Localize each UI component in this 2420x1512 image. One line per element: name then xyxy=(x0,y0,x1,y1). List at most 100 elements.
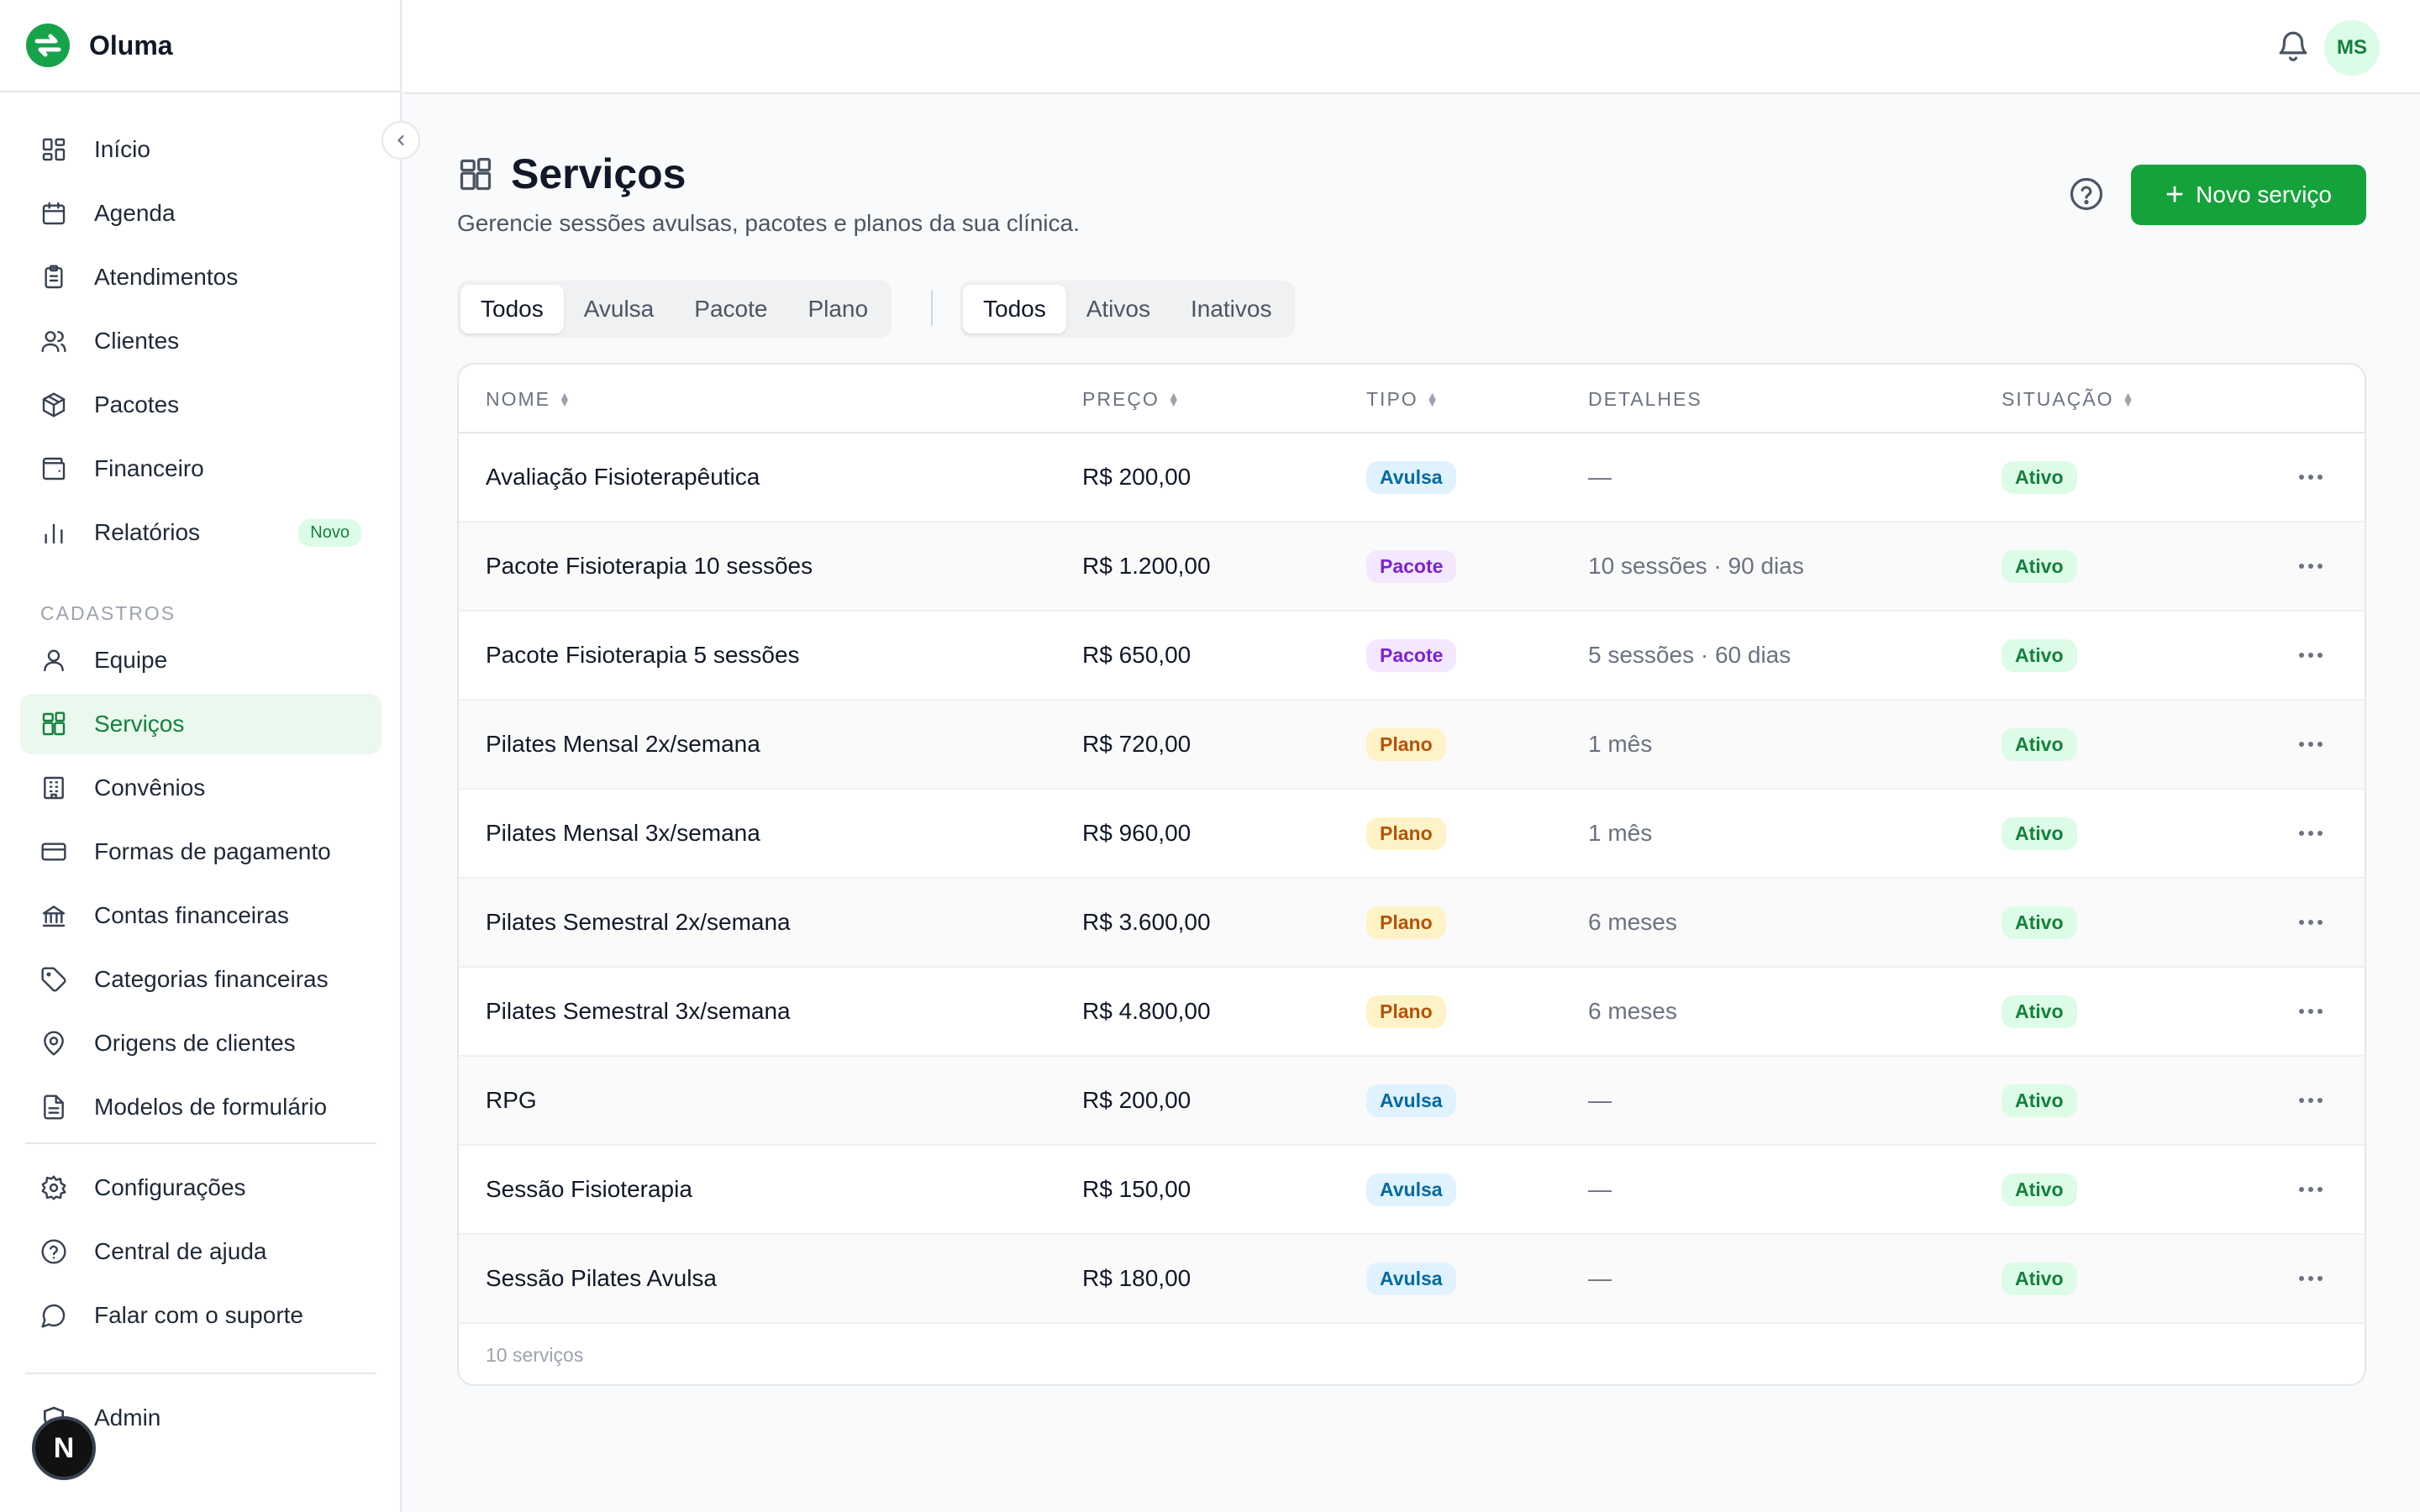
filter-status-todos[interactable]: Todos xyxy=(963,285,1066,333)
filter-status-ativos[interactable]: Ativos xyxy=(1086,296,1150,322)
cell-nome: Sessão Fisioterapia xyxy=(486,1176,692,1202)
cell-situacao: Ativo xyxy=(2002,1057,2077,1144)
sidebar-item-financeiro[interactable]: Financeiro xyxy=(20,438,381,499)
cell-nome: Pilates Mensal 2x/semana xyxy=(486,731,760,757)
services-icon xyxy=(42,711,66,736)
new-service-label: Novo serviço xyxy=(2196,181,2333,207)
bell-icon[interactable] xyxy=(2275,29,2311,64)
oluma-logo-icon xyxy=(26,24,70,67)
row-actions-button[interactable] xyxy=(2299,1235,2323,1322)
table-row[interactable]: RPG R$ 200,00 Avulsa — Ativo xyxy=(459,1057,2365,1146)
sidebar-item-categorias-financeiras[interactable]: Categorias financeiras xyxy=(20,949,381,1010)
sort-icon: ▲ ▼ xyxy=(1426,389,1439,409)
cell-preco: R$ 3.600,00 xyxy=(1082,909,1211,935)
column-label: DETALHES xyxy=(1588,387,1702,410)
table-row[interactable]: Sessão Fisioterapia R$ 150,00 Avulsa — Ativo xyxy=(459,1146,2365,1235)
avatar[interactable]: MS xyxy=(2324,20,2380,76)
column-label: SITUAÇÃO xyxy=(2002,387,2114,410)
main-nav: Início Agenda Atendimentos Clientes Pacotes F… xyxy=(20,119,381,566)
sidebar-item-configuracoes[interactable]: Configurações xyxy=(20,1158,381,1218)
row-actions-button[interactable] xyxy=(2299,701,2323,788)
user-icon xyxy=(44,649,64,672)
row-actions-button[interactable] xyxy=(2299,612,2323,699)
sidebar-item-inicio[interactable]: Início xyxy=(20,119,381,180)
topbar: MS xyxy=(403,0,2420,94)
users-icon xyxy=(41,331,66,353)
column-header-situacao[interactable]: SITUAÇÃO ▲ ▼ xyxy=(2002,365,2133,433)
sidebar-item-formas-de-pagamento[interactable]: Formas de pagamento xyxy=(20,822,381,882)
status-badge: Ativo xyxy=(2002,549,2077,583)
column-header-tipo[interactable]: TIPO ▲ ▼ xyxy=(1366,365,1439,433)
type-badge: Avulsa xyxy=(1366,460,1456,494)
sidebar-item-label: Formas de pagamento xyxy=(94,838,331,864)
cell-nome: Pacote Fisioterapia 10 sessões xyxy=(486,553,813,579)
sidebar-item-servicos[interactable]: Serviços xyxy=(20,694,381,754)
row-actions-button[interactable] xyxy=(2299,522,2323,610)
row-actions-button[interactable] xyxy=(2299,968,2323,1055)
table-row[interactable]: Avaliação Fisioterapêutica R$ 200,00 Avuls… xyxy=(459,433,2365,522)
sidebar-item-central-de-ajuda[interactable]: Central de ajuda xyxy=(20,1221,381,1282)
calendar-icon xyxy=(42,202,66,225)
sidebar-item-label: Atendimentos xyxy=(94,264,239,290)
sidebar-item-label: Pacotes xyxy=(94,391,180,417)
type-badge: Pacote xyxy=(1366,638,1457,672)
more-horizontal-icon xyxy=(2299,475,2323,480)
sidebar-item-atendimentos[interactable]: Atendimentos xyxy=(20,247,381,307)
sidebar-item-convenios[interactable]: Convênios xyxy=(20,758,381,818)
sidebar-item-modelos-de-formulario[interactable]: Modelos de formulário xyxy=(20,1077,381,1137)
row-actions-button[interactable] xyxy=(2299,1057,2323,1144)
dev-tools-button[interactable]: N xyxy=(32,1416,96,1480)
table-row[interactable]: Pilates Semestral 2x/semana R$ 3.600,00 Pl… xyxy=(459,879,2365,968)
cell-situacao: Ativo xyxy=(2002,1146,2077,1233)
sidebar-item-label: Serviços xyxy=(94,711,185,737)
more-horizontal-icon xyxy=(2299,1187,2323,1192)
cell-situacao: Ativo xyxy=(2002,612,2077,699)
sort-icon: ▲ ▼ xyxy=(559,389,571,409)
table-row[interactable]: Pacote Fisioterapia 10 sessões R$ 1.200,0… xyxy=(459,522,2365,612)
row-actions-button[interactable] xyxy=(2299,1146,2323,1233)
table-row[interactable]: Pilates Mensal 2x/semana R$ 720,00 Plano 1 … xyxy=(459,701,2365,790)
sidebar-item-clientes[interactable]: Clientes xyxy=(20,311,381,371)
filter-type-todos[interactable]: Todos xyxy=(460,285,564,333)
table-row[interactable]: Pilates Mensal 3x/semana R$ 960,00 Plano 1 … xyxy=(459,790,2365,879)
more-horizontal-icon xyxy=(2299,1276,2323,1281)
sidebar-item-origens-de-clientes[interactable]: Origens de clientes xyxy=(20,1013,381,1074)
credit-card-icon xyxy=(41,843,66,861)
sidebar-item-falar-com-o-suporte[interactable]: Falar com o suporte xyxy=(20,1285,381,1346)
cell-nome: Pacote Fisioterapia 5 sessões xyxy=(486,642,800,668)
table-row[interactable]: Pilates Semestral 3x/semana R$ 4.800,00 Pl… xyxy=(459,968,2365,1057)
row-actions-button[interactable] xyxy=(2299,879,2323,966)
filter-type-plano[interactable]: Plano xyxy=(808,296,869,322)
status-badge: Ativo xyxy=(2002,727,2077,761)
cell-detalhes: 1 mês xyxy=(1588,731,1653,757)
sidebar-item-relatorios[interactable]: Relatórios Novo xyxy=(20,502,381,563)
collapse-sidebar-button[interactable] xyxy=(381,121,420,160)
column-header-nome[interactable]: NOME ▲ ▼ xyxy=(486,365,571,433)
help-circle-icon[interactable] xyxy=(2069,176,2104,212)
new-service-button[interactable]: + Novo serviço xyxy=(2131,165,2366,225)
sidebar-item-pacotes[interactable]: Pacotes xyxy=(20,375,381,435)
cell-detalhes: 6 meses xyxy=(1588,909,1677,935)
cell-situacao: Ativo xyxy=(2002,968,2077,1055)
table-row[interactable]: Pacote Fisioterapia 5 sessões R$ 650,00 Pa… xyxy=(459,612,2365,701)
row-actions-button[interactable] xyxy=(2299,433,2323,521)
cell-preco: R$ 200,00 xyxy=(1082,464,1192,490)
table-row[interactable]: Sessão Pilates Avulsa R$ 180,00 Avulsa — Ati… xyxy=(459,1235,2365,1324)
table-header: NOME ▲ ▼ PREÇO ▲ ▼ TIPO ▲ ▼ DETALHES SITUAÇÃO ▲… xyxy=(459,365,2365,433)
sidebar-item-agenda[interactable]: Agenda xyxy=(20,183,381,244)
brand[interactable]: Oluma xyxy=(0,0,400,92)
type-badge: Avulsa xyxy=(1366,1262,1456,1295)
column-header-preco[interactable]: PREÇO ▲ ▼ xyxy=(1082,365,1180,433)
sidebar-item-contas-financeiras[interactable]: Contas financeiras xyxy=(20,885,381,946)
sidebar-item-label: Origens de clientes xyxy=(94,1030,296,1056)
cell-situacao: Ativo xyxy=(2002,522,2077,610)
row-actions-button[interactable] xyxy=(2299,790,2323,877)
filter-type-avulsa[interactable]: Avulsa xyxy=(583,296,655,322)
cell-detalhes: 5 sessões · 60 dias xyxy=(1588,642,1791,668)
cell-detalhes: 6 meses xyxy=(1588,998,1677,1024)
page-title: Serviços xyxy=(511,150,687,197)
filter-status-inativos[interactable]: Inativos xyxy=(1190,296,1272,322)
filter-type-pacote[interactable]: Pacote xyxy=(694,296,768,322)
cell-situacao: Ativo xyxy=(2002,879,2077,966)
sidebar-item-equipe[interactable]: Equipe xyxy=(20,630,381,690)
